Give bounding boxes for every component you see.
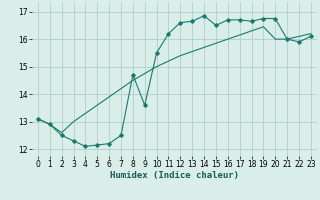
X-axis label: Humidex (Indice chaleur): Humidex (Indice chaleur) <box>110 171 239 180</box>
